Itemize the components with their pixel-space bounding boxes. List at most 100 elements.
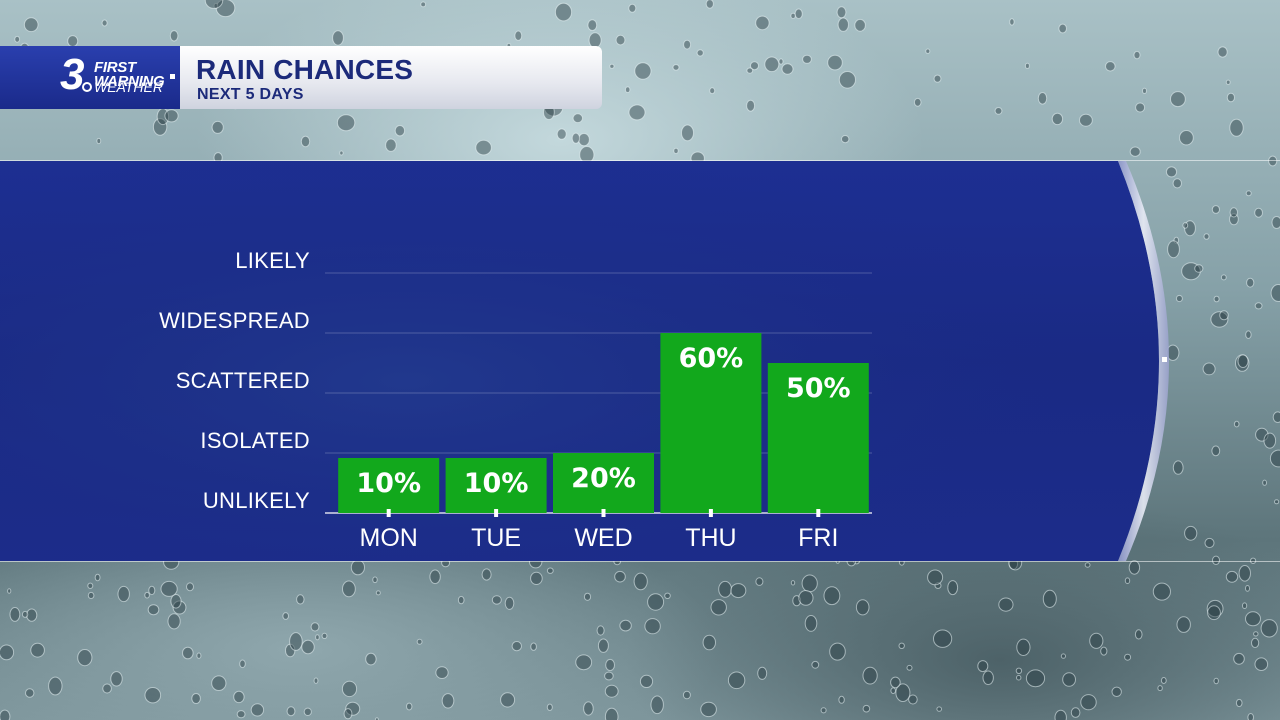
- rain-drop: [604, 671, 614, 681]
- rain-drop: [798, 590, 814, 606]
- rain-drop: [77, 649, 93, 667]
- rain-drop: [25, 688, 35, 698]
- x-category-label: THU: [685, 524, 736, 552]
- rain-drop: [500, 692, 516, 708]
- rain-drop: [152, 118, 168, 136]
- rain-drop: [101, 19, 108, 27]
- rain-drop: [746, 67, 754, 74]
- rain-drop: [927, 569, 944, 586]
- rain-drop: [597, 638, 609, 653]
- rain-drop: [977, 660, 989, 673]
- rain-drop: [286, 706, 296, 717]
- rain-drop: [1170, 91, 1186, 108]
- rain-drop: [315, 634, 320, 641]
- rain-drop: [1233, 652, 1245, 665]
- rain-drop: [30, 642, 45, 658]
- rain-drop: [596, 625, 605, 636]
- rain-drop: [827, 54, 843, 71]
- chart-panel: UNLIKELY ISOLATED SCATTERED WIDESPREAD LIKEL…: [0, 160, 1280, 562]
- rain-drop: [794, 8, 803, 20]
- rain-drop: [1009, 18, 1015, 26]
- rain-drop: [1173, 236, 1180, 244]
- rain-drop: [87, 591, 95, 600]
- rain-drop: [160, 580, 178, 597]
- rain-drop: [615, 34, 626, 46]
- bar-value-label: 60%: [679, 343, 744, 374]
- rain-drop: [1263, 432, 1277, 449]
- rain-drop: [546, 567, 554, 574]
- rain-drop: [0, 709, 11, 720]
- rain-drop: [144, 687, 162, 704]
- rain-drop: [804, 615, 818, 632]
- rain-drop: [21, 610, 29, 618]
- rain-drop: [994, 107, 1003, 115]
- rain-drop: [303, 707, 312, 716]
- logo-line-first: FIRST: [94, 59, 136, 76]
- y-level-label: LIKELY: [235, 248, 310, 273]
- rain-drop: [1176, 616, 1191, 633]
- rain-drop: [644, 618, 661, 635]
- rain-drop: [681, 124, 694, 142]
- rain-drop: [1226, 92, 1236, 103]
- rain-drop: [67, 35, 79, 48]
- rain-drop: [572, 113, 583, 124]
- rain-drop: [628, 3, 637, 13]
- rain-drop: [757, 666, 768, 680]
- rain-drop: [481, 568, 492, 581]
- rain-drop: [1089, 632, 1104, 649]
- rain-drop: [1024, 62, 1030, 70]
- rain-drop: [604, 707, 619, 720]
- rain-drop: [343, 708, 353, 720]
- rain-drop: [1229, 118, 1244, 137]
- rain-drop: [673, 147, 679, 154]
- rain-drop: [350, 559, 365, 576]
- rain-drop: [625, 86, 631, 93]
- rain-drop: [790, 580, 796, 586]
- rain-drop: [619, 619, 632, 632]
- rain-drop: [1207, 605, 1221, 621]
- rain-drop: [94, 573, 101, 582]
- rain-drop: [1212, 555, 1220, 565]
- rain-drop: [750, 61, 759, 71]
- rain-drop: [1235, 698, 1243, 708]
- rain-drop: [1245, 190, 1252, 197]
- rain-drop: [301, 639, 315, 655]
- rain-drop: [385, 138, 397, 152]
- rain-drop: [727, 671, 746, 690]
- rain-drop: [48, 676, 63, 696]
- rain-drop: [429, 569, 441, 585]
- rain-drop: [110, 671, 123, 687]
- rain-drop: [855, 599, 870, 616]
- rain-drop: [820, 707, 827, 714]
- rain-drop: [546, 703, 553, 711]
- rain-drop: [614, 570, 626, 583]
- rain-drop: [554, 2, 573, 22]
- rain-drop: [841, 135, 850, 144]
- rain-drop: [718, 580, 732, 598]
- x-tick: [386, 509, 391, 517]
- page-subtitle: NEXT 5 DAYS: [197, 86, 304, 103]
- bar: [553, 453, 654, 513]
- panel-glow: [0, 161, 1159, 561]
- rain-drop: [837, 17, 849, 32]
- rain-drop: [372, 576, 378, 584]
- rain-drop: [339, 150, 344, 156]
- rain-drop: [1181, 262, 1201, 281]
- rain-drop: [1211, 445, 1221, 457]
- rain-drop: [672, 64, 680, 71]
- rain-drop: [1070, 707, 1081, 718]
- x-tick: [708, 509, 713, 517]
- rain-drop: [475, 139, 492, 156]
- rain-drop: [394, 125, 406, 137]
- bar: [445, 458, 547, 513]
- rain-drop: [1203, 233, 1210, 240]
- rain-drop: [1184, 525, 1198, 541]
- rain-drop: [196, 652, 202, 659]
- y-level-label: UNLIKELY: [203, 488, 310, 513]
- rain-drop: [633, 572, 648, 591]
- rain-drop: [1246, 277, 1255, 288]
- rain-drop: [634, 62, 652, 80]
- rain-drop: [982, 670, 994, 686]
- rain-drop: [936, 706, 943, 712]
- rain-drop: [838, 71, 857, 89]
